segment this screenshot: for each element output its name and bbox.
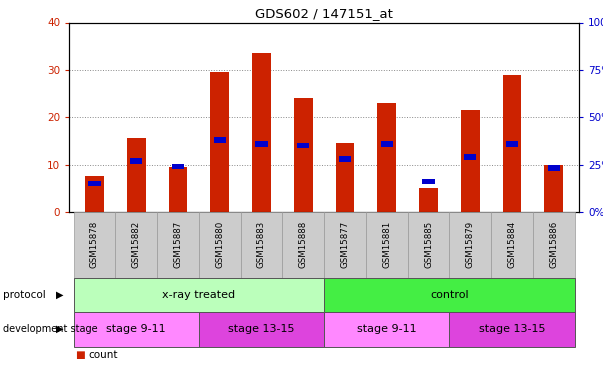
Text: GSM15879: GSM15879 [466, 221, 475, 268]
Text: GSM15878: GSM15878 [90, 221, 99, 268]
Bar [548, 165, 560, 171]
Bar [130, 158, 142, 164]
Bar [168, 167, 188, 212]
Bar [336, 143, 355, 212]
Bar [545, 165, 563, 212]
Bar [377, 103, 396, 212]
Text: ■: ■ [75, 350, 85, 360]
Bar [464, 154, 476, 160]
Text: GSM15886: GSM15886 [549, 221, 558, 268]
Text: stage 13-15: stage 13-15 [479, 324, 545, 334]
Bar [423, 179, 435, 184]
Text: GSM15883: GSM15883 [257, 221, 266, 268]
Text: GSM15877: GSM15877 [341, 221, 350, 268]
Text: count: count [89, 350, 118, 360]
Text: x-ray treated: x-ray treated [162, 290, 235, 300]
Text: GSM15888: GSM15888 [298, 221, 308, 268]
Text: ▶: ▶ [56, 324, 63, 334]
Text: GSM15882: GSM15882 [131, 221, 140, 268]
Bar [252, 53, 271, 212]
Bar [172, 164, 184, 169]
Text: GSM15885: GSM15885 [424, 221, 433, 268]
Bar [255, 141, 268, 147]
Bar [294, 98, 312, 212]
Bar [419, 188, 438, 212]
Bar [213, 137, 226, 143]
Bar [503, 75, 522, 212]
Bar [461, 110, 480, 212]
Bar [85, 176, 104, 212]
Text: ▶: ▶ [56, 290, 63, 300]
Text: control: control [430, 290, 469, 300]
Text: protocol: protocol [3, 290, 46, 300]
Text: GSM15881: GSM15881 [382, 221, 391, 268]
Bar [88, 181, 101, 186]
Bar [297, 143, 309, 148]
Bar [210, 72, 229, 212]
Text: stage 13-15: stage 13-15 [228, 324, 295, 334]
Text: GSM15887: GSM15887 [174, 221, 183, 268]
Bar [380, 141, 393, 147]
Bar [339, 156, 351, 162]
Bar [506, 141, 518, 147]
Text: GSM15880: GSM15880 [215, 221, 224, 268]
Text: stage 9-11: stage 9-11 [357, 324, 417, 334]
Text: stage 9-11: stage 9-11 [106, 324, 166, 334]
Bar [127, 138, 145, 212]
Text: development stage: development stage [3, 324, 98, 334]
Title: GDS602 / 147151_at: GDS602 / 147151_at [255, 7, 393, 20]
Text: GSM15884: GSM15884 [508, 221, 517, 268]
